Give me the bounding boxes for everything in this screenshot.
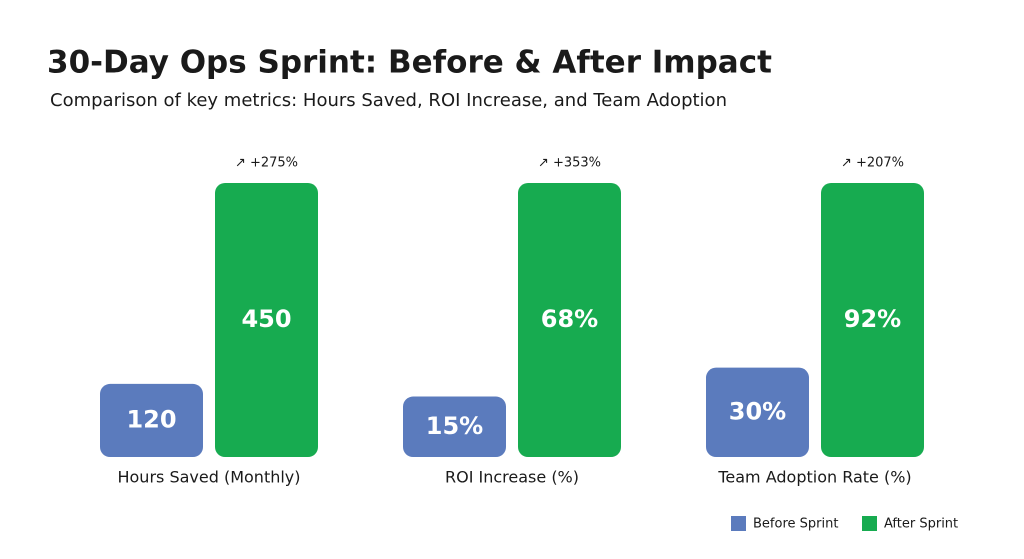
change-annotation: ↗ +207% <box>841 156 904 171</box>
legend-label: Before Sprint <box>753 517 838 532</box>
chart-subtitle: Comparison of key metrics: Hours Saved, … <box>50 90 727 111</box>
change-annotation: ↗ +275% <box>235 156 298 171</box>
bar <box>100 383 203 457</box>
category-label: Hours Saved (Monthly) <box>117 468 300 487</box>
change-annotation: ↗ +353% <box>538 156 601 171</box>
category-label: Team Adoption Rate (%) <box>717 468 911 487</box>
bar <box>518 183 621 457</box>
value-label: 92% <box>844 305 901 333</box>
legend-swatch <box>731 516 746 531</box>
bar <box>215 183 318 457</box>
value-label: 30% <box>729 397 786 425</box>
bar <box>706 367 809 457</box>
legend-label: After Sprint <box>884 517 958 532</box>
category-label: ROI Increase (%) <box>445 468 579 487</box>
value-label: 450 <box>241 305 291 333</box>
value-label: 15% <box>426 412 483 440</box>
bar <box>821 183 924 457</box>
legend-swatch <box>862 516 877 531</box>
value-label: 68% <box>541 305 598 333</box>
value-label: 120 <box>126 405 176 433</box>
chart-title: 30-Day Ops Sprint: Before & After Impact <box>47 45 772 81</box>
bar <box>403 396 506 457</box>
